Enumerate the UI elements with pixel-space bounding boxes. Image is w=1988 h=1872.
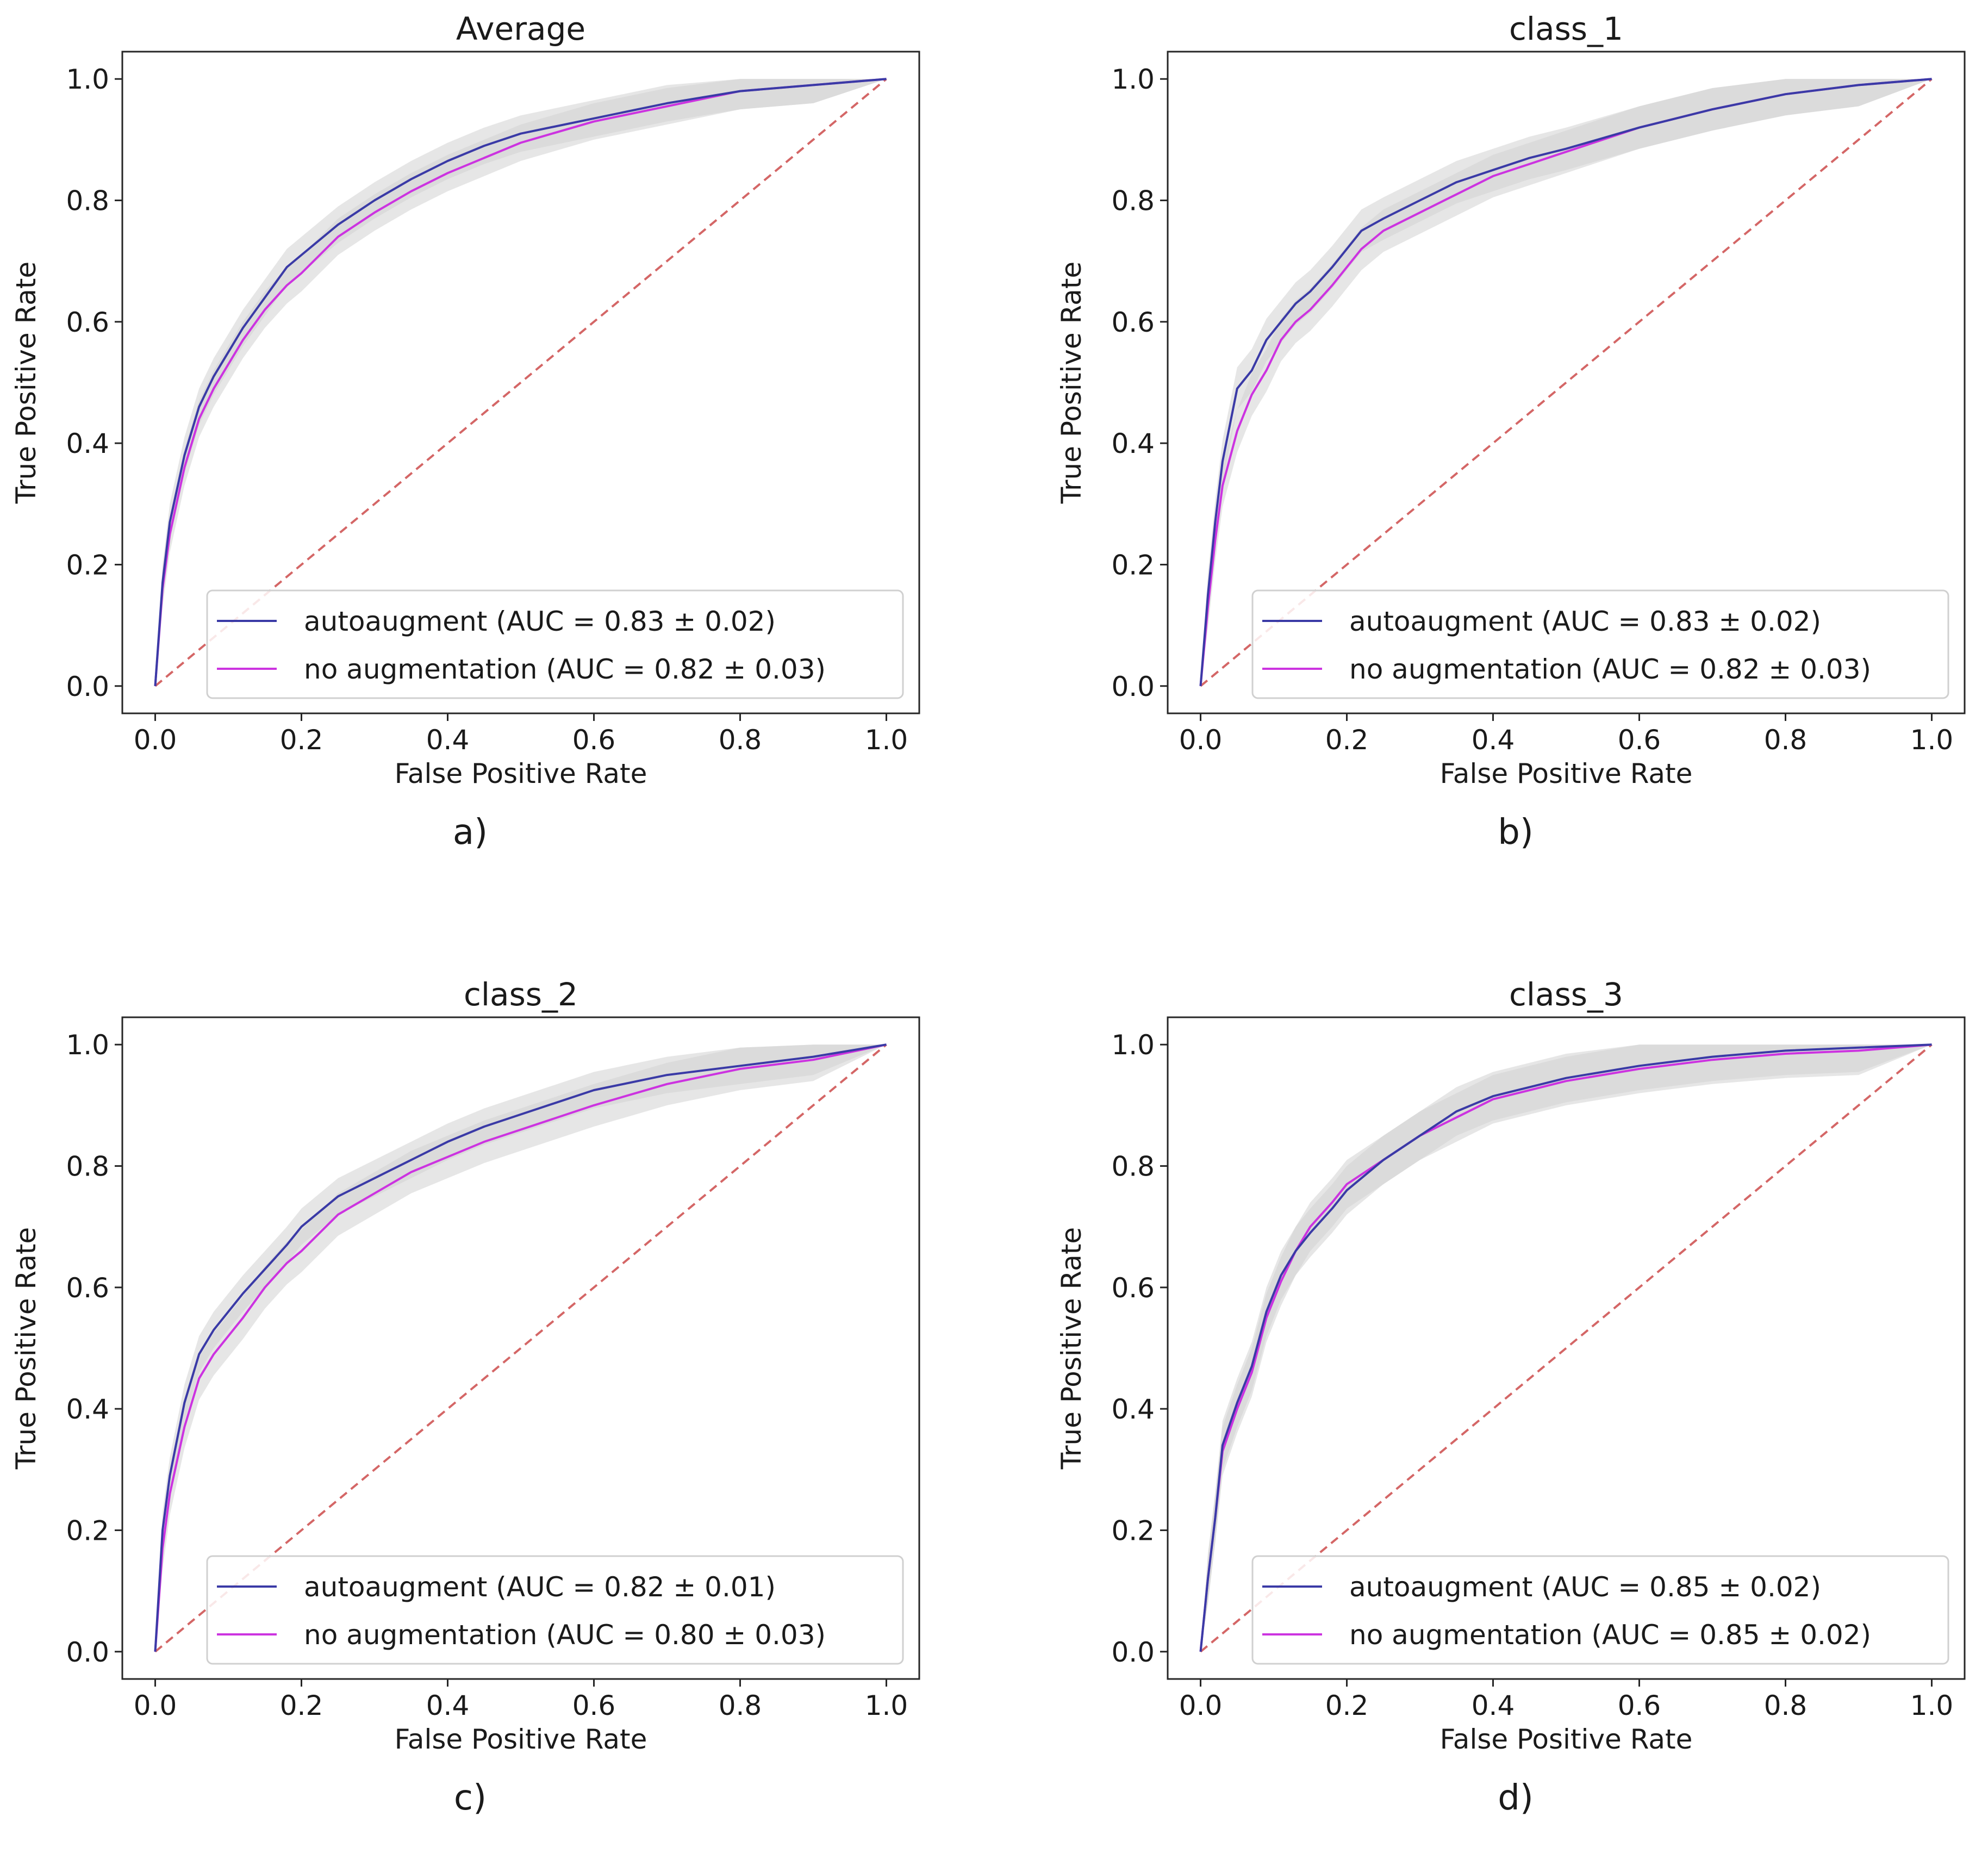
chart-title: Average bbox=[456, 10, 585, 47]
legend-entry: autoaugment (AUC = 0.85 ± 0.02) bbox=[1349, 1571, 1821, 1603]
y-tick-label: 0.8 bbox=[1111, 185, 1155, 217]
no-augmentation-line bbox=[154, 78, 887, 686]
roc-panel-4: 0.0 0.2 0.4 0.6 0.8 1.0 0.0 0.2 0.4 0.6 0.8 1.0 Fals… bbox=[1056, 976, 1966, 1818]
std-band-no-augmentation bbox=[155, 79, 887, 686]
y-tick-label: 0.8 bbox=[66, 185, 109, 217]
legend-entry: autoaugment (AUC = 0.83 ± 0.02) bbox=[304, 606, 776, 637]
x-tick-label: 0.4 bbox=[1472, 724, 1515, 756]
y-tick-label: 1.0 bbox=[66, 1029, 109, 1061]
legend: autoaugment (AUC = 0.82 ± 0.01) no augmen… bbox=[206, 1555, 904, 1665]
no-augmentation-line bbox=[154, 1043, 887, 1652]
chance-line bbox=[1200, 78, 1933, 687]
x-tick-label: 0.6 bbox=[1618, 724, 1661, 756]
x-tick-label: 0.6 bbox=[572, 1690, 616, 1721]
y-tick-label: 0.6 bbox=[66, 307, 109, 338]
chart-title: class_1 bbox=[1509, 10, 1623, 47]
y-tick-label: 0.4 bbox=[66, 1394, 109, 1425]
x-tick-label: 1.0 bbox=[1910, 1690, 1954, 1721]
y-tick-label: 0.6 bbox=[1111, 1272, 1155, 1304]
x-axis-label: False Positive Rate bbox=[395, 1724, 647, 1755]
x-tick-label: 0.0 bbox=[1179, 724, 1223, 756]
y-tick-label: 1.0 bbox=[1111, 64, 1155, 95]
y-axis-label: True Positive Rate bbox=[10, 262, 42, 504]
legend-box bbox=[1251, 589, 1949, 699]
autoaugment-line bbox=[154, 78, 887, 686]
y-tick-label: 0.0 bbox=[1111, 671, 1155, 702]
legend-entry: autoaugment (AUC = 0.83 ± 0.02) bbox=[1349, 606, 1821, 637]
legend-entry: no augmentation (AUC = 0.85 ± 0.02) bbox=[1349, 1619, 1871, 1651]
y-axis-label: True Positive Rate bbox=[10, 1227, 42, 1470]
autoaugment-line bbox=[1199, 78, 1932, 686]
x-tick-label: 0.4 bbox=[426, 1690, 470, 1721]
x-tick-label: 0.8 bbox=[1764, 1690, 1808, 1721]
chance-line bbox=[1200, 1043, 1933, 1653]
chance-line bbox=[154, 1043, 887, 1653]
x-tick-label: 0.0 bbox=[134, 1690, 177, 1721]
autoaugment-line bbox=[1199, 1043, 1932, 1652]
x-tick-label: 0.2 bbox=[280, 724, 323, 756]
y-tick-label: 0.0 bbox=[1111, 1637, 1155, 1668]
y-tick-label: 0.2 bbox=[1111, 549, 1155, 581]
panel-label: d) bbox=[1498, 1778, 1534, 1818]
panel-label: c) bbox=[454, 1778, 487, 1818]
panel-label: b) bbox=[1498, 812, 1534, 853]
y-axis-label: True Positive Rate bbox=[1056, 262, 1087, 504]
x-tick-label: 0.6 bbox=[1618, 1690, 1661, 1721]
x-tick-label: 0.4 bbox=[1472, 1690, 1515, 1721]
y-tick-label: 0.8 bbox=[66, 1151, 109, 1183]
x-tick-label: 0.2 bbox=[1325, 724, 1369, 756]
legend: autoaugment (AUC = 0.83 ± 0.02) no augmen… bbox=[206, 589, 904, 699]
x-tick-label: 0.0 bbox=[134, 724, 177, 756]
x-tick-label: 0.8 bbox=[719, 1690, 762, 1721]
chart-title: class_2 bbox=[464, 976, 578, 1013]
x-axis-label: False Positive Rate bbox=[1440, 1724, 1693, 1755]
legend-entry: autoaugment (AUC = 0.82 ± 0.01) bbox=[304, 1571, 776, 1603]
legend-box bbox=[206, 589, 904, 699]
y-tick-label: 0.6 bbox=[1111, 307, 1155, 338]
y-tick-label: 0.2 bbox=[1111, 1515, 1155, 1546]
x-tick-label: 0.2 bbox=[1325, 1690, 1369, 1721]
legend-entry: no augmentation (AUC = 0.82 ± 0.03) bbox=[304, 654, 826, 685]
legend-entry: no augmentation (AUC = 0.82 ± 0.03) bbox=[1349, 654, 1871, 685]
x-tick-label: 0.6 bbox=[572, 724, 616, 756]
legend: autoaugment (AUC = 0.85 ± 0.02) no augmen… bbox=[1251, 1555, 1949, 1665]
y-tick-label: 0.2 bbox=[66, 1515, 109, 1546]
y-tick-label: 0.2 bbox=[66, 549, 109, 581]
y-axis-label: True Positive Rate bbox=[1056, 1227, 1087, 1470]
y-tick-label: 0.4 bbox=[1111, 428, 1155, 459]
chart-title: class_3 bbox=[1509, 976, 1623, 1013]
y-tick-label: 1.0 bbox=[1111, 1029, 1155, 1061]
panel-label: a) bbox=[453, 812, 488, 853]
x-axis-label: False Positive Rate bbox=[1440, 758, 1693, 789]
no-augmentation-line bbox=[1199, 1043, 1932, 1652]
legend-box bbox=[1251, 1555, 1949, 1665]
x-tick-label: 0.4 bbox=[426, 724, 470, 756]
legend-entry: no augmentation (AUC = 0.80 ± 0.03) bbox=[304, 1619, 826, 1651]
legend: autoaugment (AUC = 0.83 ± 0.02) no augmen… bbox=[1251, 589, 1949, 699]
y-tick-label: 0.8 bbox=[1111, 1151, 1155, 1183]
y-tick-label: 0.0 bbox=[66, 1637, 109, 1668]
y-tick-label: 1.0 bbox=[66, 64, 109, 95]
x-tick-label: 0.8 bbox=[1764, 724, 1808, 756]
x-tick-label: 1.0 bbox=[865, 724, 908, 756]
y-tick-label: 0.4 bbox=[1111, 1394, 1155, 1425]
x-tick-label: 1.0 bbox=[865, 1690, 908, 1721]
x-tick-label: 0.2 bbox=[280, 1690, 323, 1721]
x-tick-label: 1.0 bbox=[1910, 724, 1954, 756]
roc-panel-2: 0.0 0.2 0.4 0.6 0.8 1.0 0.0 0.2 0.4 0.6 0.8 1.0 Fals… bbox=[1056, 10, 1966, 853]
chance-line bbox=[154, 78, 887, 687]
x-axis-label: False Positive Rate bbox=[395, 758, 647, 789]
autoaugment-line bbox=[154, 1043, 887, 1652]
y-tick-label: 0.6 bbox=[66, 1272, 109, 1304]
x-tick-label: 0.0 bbox=[1179, 1690, 1223, 1721]
y-tick-label: 0.4 bbox=[66, 428, 109, 459]
roc-panel-1: 0.0 0.2 0.4 0.6 0.8 1.0 0.0 0.2 0.4 0.6 0.8 1.0 Fals… bbox=[10, 10, 920, 853]
roc-panel-3: 0.0 0.2 0.4 0.6 0.8 1.0 0.0 0.2 0.4 0.6 0.8 1.0 Fals… bbox=[10, 976, 920, 1818]
y-tick-label: 0.0 bbox=[66, 671, 109, 702]
legend-box bbox=[206, 1555, 904, 1665]
x-tick-label: 0.8 bbox=[719, 724, 762, 756]
